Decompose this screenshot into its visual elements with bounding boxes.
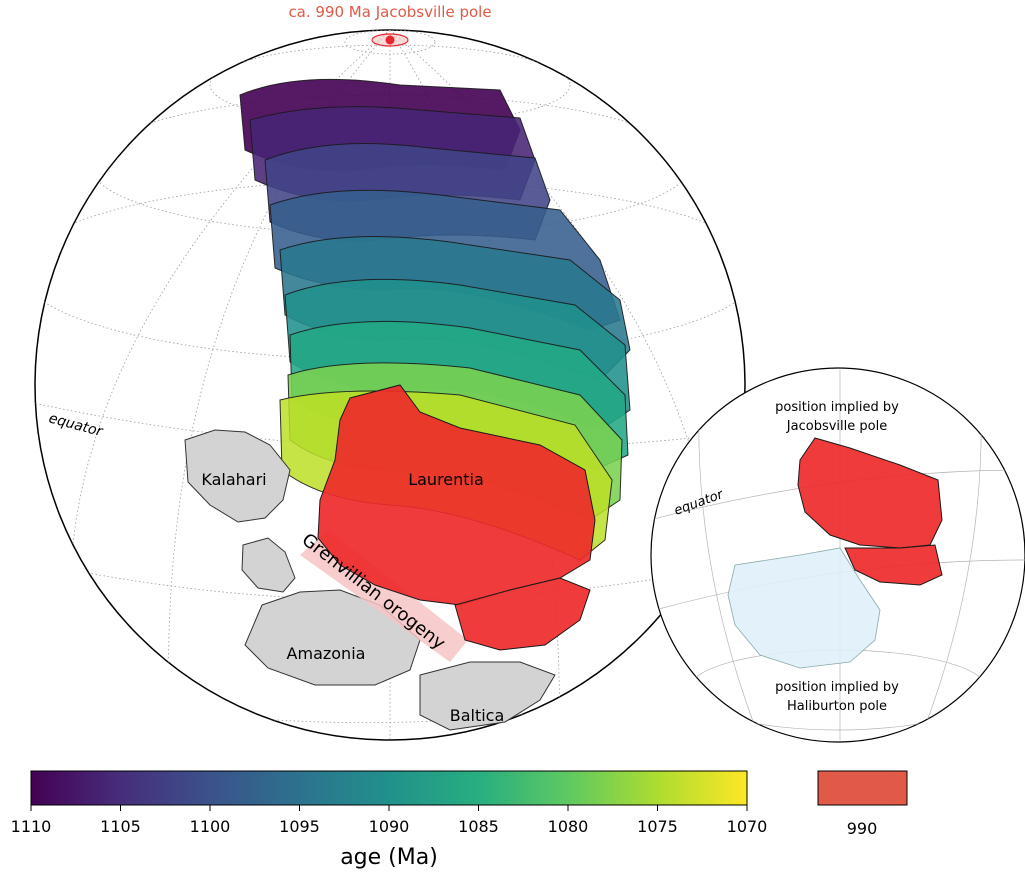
inset-top-label-line1: position implied by	[775, 400, 899, 415]
colorbar-axis-label: age (Ma)	[340, 845, 438, 870]
kalahari-label: Kalahari	[201, 470, 266, 489]
haliburton-position	[727, 547, 881, 669]
amazonia-craton	[244, 589, 421, 686]
laurentia-label: Laurentia	[408, 470, 484, 489]
jacobsville-position	[797, 437, 943, 586]
colorbar-gradient	[30, 770, 748, 806]
colorbar-tick-label: 1070	[727, 817, 768, 836]
cratons	[184, 429, 556, 731]
colorbar-tick-label: 1075	[637, 817, 678, 836]
inset-bottom-label-line2: Haliburton pole	[787, 699, 887, 714]
inset-globe: equator position implied by Jacobsville …	[650, 367, 1025, 743]
colorbar-ticks: 1110 1105 1100 1095 1090 1085 1080 1075 1070	[11, 805, 768, 836]
colorbar-tick-label: 1095	[279, 817, 320, 836]
amazonia-label: Amazonia	[287, 644, 366, 663]
main-globe: ca. 990 Ma Jacobsville pole equator Laur…	[34, 3, 746, 741]
baltica-craton	[419, 661, 556, 731]
age-990-swatch	[817, 770, 908, 806]
colorbar-tick-label: 1105	[100, 817, 141, 836]
laurentia-990-southeast	[454, 577, 591, 651]
colorbar-tick-label: 1110	[11, 817, 52, 836]
jacobsville-position-southeast	[844, 544, 943, 586]
inset-bottom-label-line1: position implied by	[775, 680, 899, 695]
age-990-label: 990	[847, 819, 878, 838]
jacobsville-pole-marker	[371, 33, 409, 47]
pole-label: ca. 990 Ma Jacobsville pole	[288, 3, 491, 21]
kalahari-craton	[184, 429, 291, 523]
colorbar-tick-label: 1080	[548, 817, 589, 836]
baltica-label: Baltica	[450, 706, 505, 725]
laurentia-990	[317, 384, 596, 651]
colorbar-tick-label: 1100	[190, 817, 231, 836]
small-craton	[241, 537, 296, 593]
colorbar-tick-label: 1085	[458, 817, 499, 836]
colorbar-tick-label: 1090	[369, 817, 410, 836]
age-colorbar: 1110 1105 1100 1095 1090 1085 1080 1075 1070 age…	[11, 770, 908, 870]
inset-top-label-line2: Jacobsville pole	[786, 419, 887, 434]
